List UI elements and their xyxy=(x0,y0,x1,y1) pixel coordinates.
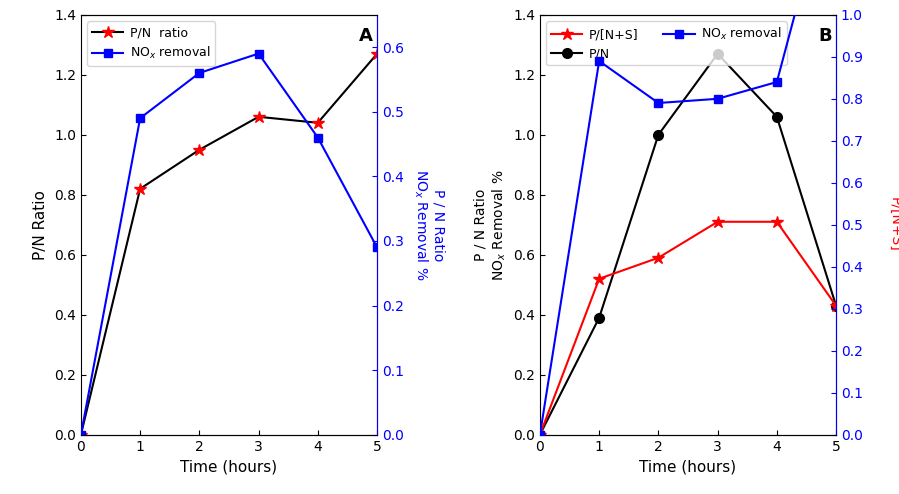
Text: B: B xyxy=(818,27,832,45)
Legend: P/N  ratio, NO$_x$ removal: P/N ratio, NO$_x$ removal xyxy=(87,21,216,66)
P/N  ratio xyxy=(135,186,146,192)
Text: A: A xyxy=(360,27,373,45)
P/N xyxy=(831,303,841,309)
NO$_x$ removal xyxy=(653,100,663,106)
P/N xyxy=(535,432,546,438)
Line: P/N: P/N xyxy=(535,49,841,440)
P/N  ratio xyxy=(254,114,264,120)
P/N xyxy=(712,51,723,57)
NO$_x$ removal xyxy=(313,134,324,140)
NO$_x$ removal xyxy=(593,58,604,64)
Y-axis label: P / N Ratio
NO$_x$ Removal %: P / N Ratio NO$_x$ Removal % xyxy=(474,169,508,281)
P/[N+S] xyxy=(771,219,782,225)
NO$_x$ removal xyxy=(771,79,782,85)
Y-axis label: P / N Ratio
NO$_x$ Removal %: P / N Ratio NO$_x$ Removal % xyxy=(412,169,446,281)
Line: P/[N+S]: P/[N+S] xyxy=(534,215,842,441)
P/N  ratio xyxy=(194,147,205,153)
NO$_x$ removal xyxy=(135,115,146,121)
NO$_x$ removal xyxy=(371,245,382,250)
Line: P/N  ratio: P/N ratio xyxy=(75,47,383,441)
P/N  ratio xyxy=(313,120,324,126)
P/[N+S] xyxy=(653,255,663,261)
NO$_x$ removal xyxy=(712,96,723,102)
NO$_x$ removal xyxy=(535,432,546,438)
P/N xyxy=(593,315,604,321)
P/N  ratio xyxy=(371,51,382,57)
Text: P/[N+S]: P/[N+S] xyxy=(887,198,899,252)
P/[N+S] xyxy=(593,276,604,282)
P/[N+S] xyxy=(831,303,841,309)
Y-axis label: P/N Ratio: P/N Ratio xyxy=(33,190,49,260)
P/N xyxy=(653,132,663,138)
Line: NO$_x$ removal: NO$_x$ removal xyxy=(76,49,381,439)
Legend: P/[N+S], P/N, NO$_x$ removal: P/[N+S], P/N, NO$_x$ removal xyxy=(547,21,787,65)
NO$_x$ removal xyxy=(254,50,264,56)
X-axis label: Time (hours): Time (hours) xyxy=(639,459,736,474)
P/[N+S] xyxy=(535,432,546,438)
P/N  ratio xyxy=(76,432,86,438)
NO$_x$ removal xyxy=(76,432,86,438)
P/[N+S] xyxy=(712,219,723,225)
X-axis label: Time (hours): Time (hours) xyxy=(181,459,278,474)
NO$_x$ removal xyxy=(194,70,205,76)
Line: NO$_x$ removal: NO$_x$ removal xyxy=(536,0,841,439)
P/N xyxy=(771,114,782,120)
